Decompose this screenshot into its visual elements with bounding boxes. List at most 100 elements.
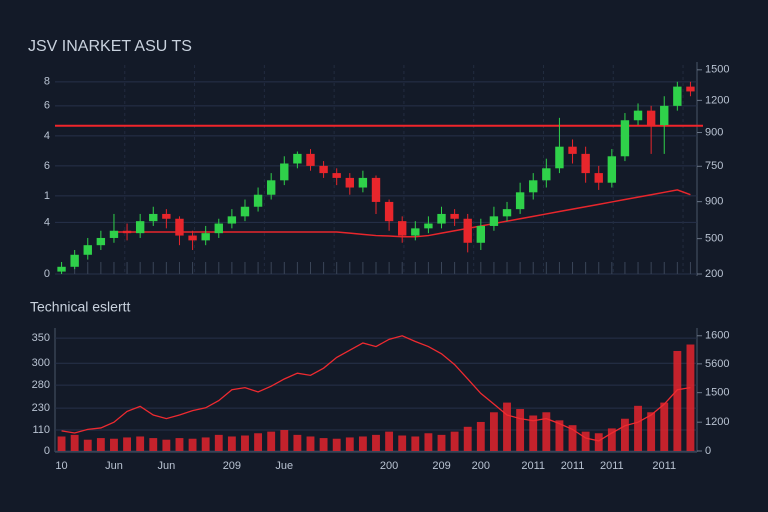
y-tick-label: 6 (44, 160, 50, 172)
volume-bar (241, 435, 249, 451)
volume-bar (594, 433, 603, 451)
candle-body (122, 230, 132, 234)
volume-bar (123, 437, 131, 451)
y2-tick-label: 1500 (705, 64, 729, 76)
volume-bar (319, 438, 328, 451)
volume-bar (358, 436, 367, 451)
y2-tick-label: 900 (705, 126, 723, 138)
candle-body (70, 254, 79, 267)
volume-bar (83, 439, 92, 451)
volume-bar (411, 436, 420, 451)
y2-tick-label: 5600 (705, 358, 729, 370)
volume-bar (634, 405, 642, 451)
volume-bar (555, 420, 564, 451)
x-tick-label: 200 (380, 460, 398, 472)
x-tick-label: Jun (157, 460, 175, 472)
candle-body (345, 177, 354, 188)
y-tick-label: 8 (44, 76, 50, 88)
candle-body (463, 218, 472, 243)
volume-bar (96, 438, 105, 451)
candle-body (633, 110, 643, 121)
candle-body (358, 177, 368, 188)
candle-body (607, 156, 617, 183)
candle-body (529, 180, 538, 193)
volume-bar (254, 433, 263, 451)
candle-body (489, 216, 499, 226)
volume-bar (581, 431, 590, 451)
y2-tick-label: 1600 (705, 330, 729, 342)
volume-bar (568, 425, 577, 451)
candle-body (280, 163, 289, 181)
volume-bar (385, 431, 394, 451)
x-tick-label: Jue (275, 460, 293, 472)
panel-title: Technical eslertt (30, 299, 130, 315)
volume-bar (188, 438, 197, 451)
volume-bar (227, 436, 236, 451)
candle-body (135, 221, 145, 234)
volume-bar (267, 431, 276, 451)
candle-body (555, 146, 564, 169)
candle-body (502, 209, 512, 217)
y-tick-label: 350 (32, 332, 50, 344)
y-tick-label: 0 (44, 268, 50, 280)
y2-tick-label: 500 (705, 233, 723, 245)
candle-body (57, 266, 66, 272)
x-tick-label: 200 (472, 460, 490, 472)
volume-bar (372, 434, 380, 451)
candle-body (214, 223, 223, 234)
y-tick-label: 4 (44, 216, 50, 228)
candle-body (149, 213, 158, 222)
volume-bar (332, 438, 341, 451)
candle-body (384, 201, 394, 222)
volume-bar (293, 434, 302, 451)
volume-bar (437, 434, 446, 451)
y-tick-label: 6 (44, 100, 50, 112)
y2-tick-label: 900 (705, 196, 723, 208)
candle-body (306, 153, 315, 166)
volume-bar (345, 437, 354, 451)
y-tick-label: 280 (32, 379, 50, 391)
candle-body (266, 180, 276, 195)
volume-bar (201, 437, 210, 451)
volume-bar (621, 418, 629, 451)
volume-bar (450, 431, 459, 451)
y2-tick-label: 1500 (705, 387, 729, 399)
candle-body (515, 192, 525, 210)
volume-bar (542, 412, 551, 451)
volume-bar (214, 434, 223, 451)
candle-body (437, 213, 446, 224)
candle-body (319, 165, 328, 174)
candle-body (568, 146, 577, 154)
volume-bar (175, 438, 184, 451)
volume-bar (57, 436, 66, 451)
candle-body (201, 233, 210, 241)
x-tick-label: 10 (55, 460, 67, 472)
y-tick-label: 4 (44, 130, 50, 142)
volume-bar (607, 428, 616, 451)
candle-body (96, 237, 106, 246)
volume-bar (503, 402, 511, 451)
volume-bar (647, 412, 656, 451)
candle-body (581, 153, 590, 174)
candle-body (424, 223, 433, 229)
candle-body (476, 225, 486, 243)
candle-body (542, 168, 551, 181)
volume-bar (476, 421, 485, 451)
candle-body (646, 110, 656, 126)
volume-bar (110, 438, 118, 451)
x-tick-label: 2011 (521, 460, 545, 472)
x-tick-label: 209 (223, 460, 241, 472)
y2-tick-label: 750 (705, 160, 723, 172)
volume-bar (280, 430, 289, 451)
y-tick-label: 110 (32, 424, 50, 436)
candle-body (371, 177, 381, 202)
volume-bar (136, 436, 145, 451)
volume-bar (162, 439, 171, 451)
candle-body (293, 153, 302, 164)
y-tick-label: 230 (32, 402, 50, 414)
candle-body (332, 173, 341, 178)
volume-bar (529, 415, 538, 451)
candle-body (450, 213, 459, 219)
y2-tick-label: 0 (705, 445, 711, 457)
